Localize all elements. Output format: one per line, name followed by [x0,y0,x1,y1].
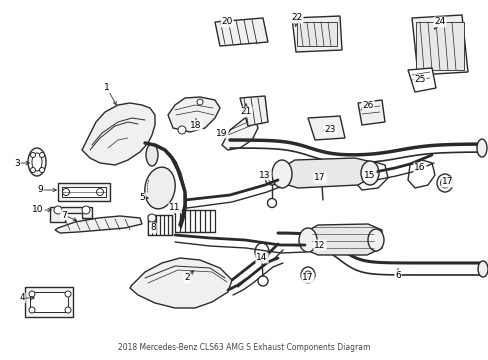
Text: 1: 1 [104,84,110,93]
Polygon shape [357,100,384,125]
Ellipse shape [30,153,36,158]
Text: 6: 6 [394,270,400,279]
Ellipse shape [314,165,329,185]
Polygon shape [291,16,341,52]
Polygon shape [55,216,142,233]
Ellipse shape [258,276,267,286]
Text: 25: 25 [413,76,425,85]
Text: 18: 18 [190,121,202,130]
Ellipse shape [436,174,452,192]
Text: 17: 17 [314,174,325,183]
Bar [415,22,463,70]
Text: 8: 8 [150,224,156,233]
Text: 17: 17 [441,177,453,186]
Polygon shape [407,68,435,92]
Polygon shape [307,116,345,140]
Polygon shape [50,207,92,222]
Text: 22: 22 [291,13,302,22]
Text: 13: 13 [259,171,270,180]
Text: 16: 16 [413,163,425,172]
Ellipse shape [144,167,175,209]
Text: 26: 26 [362,100,373,109]
Polygon shape [411,15,467,75]
Ellipse shape [301,267,314,283]
Ellipse shape [178,126,185,134]
Ellipse shape [40,153,44,158]
Polygon shape [302,224,381,255]
Polygon shape [354,162,387,190]
Ellipse shape [29,307,35,313]
Ellipse shape [267,198,276,207]
Text: 5: 5 [139,194,144,202]
Ellipse shape [317,170,325,180]
Ellipse shape [254,243,268,261]
Bar [25,287,73,317]
Ellipse shape [304,271,311,279]
Polygon shape [168,97,220,132]
Ellipse shape [267,174,275,182]
Ellipse shape [146,144,158,166]
Bar [62,187,106,197]
Polygon shape [215,18,267,46]
Ellipse shape [367,229,383,251]
Ellipse shape [360,161,378,185]
Text: 20: 20 [221,18,232,27]
Text: 15: 15 [364,171,375,180]
Text: 7: 7 [61,211,67,220]
Ellipse shape [298,228,316,252]
Polygon shape [130,258,231,308]
Ellipse shape [96,189,103,195]
Ellipse shape [477,261,487,277]
Text: 21: 21 [240,108,251,117]
Ellipse shape [28,148,46,176]
Ellipse shape [82,206,90,214]
Bar [58,183,110,201]
Ellipse shape [440,178,448,188]
Text: 10: 10 [32,206,43,215]
Polygon shape [240,96,267,126]
Ellipse shape [362,173,372,183]
Ellipse shape [65,307,71,313]
Ellipse shape [264,171,279,185]
Polygon shape [407,160,434,188]
Text: 4: 4 [19,293,25,302]
Text: 2: 2 [184,274,189,283]
Ellipse shape [32,153,42,171]
Polygon shape [82,103,155,165]
Text: 2018 Mercedes-Benz CLS63 AMG S Exhaust Components Diagram: 2018 Mercedes-Benz CLS63 AMG S Exhaust C… [118,343,370,352]
Ellipse shape [54,206,62,214]
Text: 24: 24 [433,18,445,27]
Text: 17: 17 [302,274,313,283]
Ellipse shape [29,291,35,297]
Ellipse shape [197,99,203,105]
Ellipse shape [271,160,291,188]
Ellipse shape [65,291,71,297]
Text: 9: 9 [37,185,43,194]
Polygon shape [222,118,258,150]
Bar [30,292,68,312]
Ellipse shape [148,214,156,222]
Text: 3: 3 [14,158,20,167]
Text: 12: 12 [314,240,325,249]
Text: 19: 19 [216,129,227,138]
Bar [296,22,336,46]
Ellipse shape [476,139,486,157]
Ellipse shape [40,167,44,172]
Text: 14: 14 [256,253,267,262]
Ellipse shape [62,189,69,195]
Ellipse shape [30,167,36,172]
Polygon shape [278,158,374,188]
Text: 11: 11 [169,203,181,212]
Text: 23: 23 [324,126,335,135]
